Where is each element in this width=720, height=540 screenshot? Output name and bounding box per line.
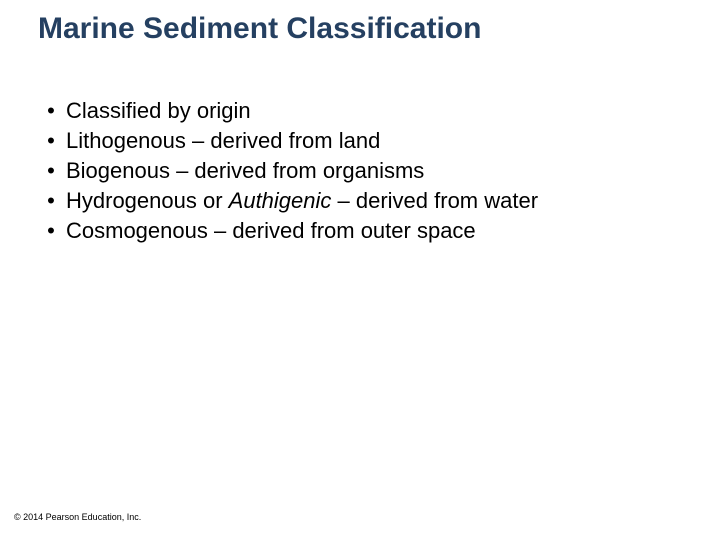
list-item: •Lithogenous – derived from land (36, 126, 538, 156)
bullet-dot: • (36, 186, 66, 216)
list-item: •Classified by origin (36, 96, 538, 126)
page-title: Marine Sediment Classification (38, 12, 481, 46)
slide: Marine Sediment Classification •Classifi… (0, 0, 720, 540)
text-segment: Biogenous – derived from organisms (66, 158, 424, 183)
bullet-dot: • (36, 96, 66, 126)
bullet-text: Biogenous – derived from organisms (66, 156, 424, 186)
bullet-list: •Classified by origin•Lithogenous – deri… (36, 96, 538, 246)
bullet-dot: • (36, 126, 66, 156)
text-segment: Authigenic (229, 188, 332, 213)
bullet-dot: • (36, 216, 66, 246)
text-segment: Classified by origin (66, 98, 251, 123)
list-item: •Hydrogenous or Authigenic – derived fro… (36, 186, 538, 216)
text-segment: Hydrogenous or (66, 188, 229, 213)
list-item: •Cosmogenous – derived from outer space (36, 216, 538, 246)
copyright-footer: © 2014 Pearson Education, Inc. (14, 512, 141, 522)
bullet-text: Hydrogenous or Authigenic – derived from… (66, 186, 538, 216)
text-segment: Lithogenous – derived from land (66, 128, 380, 153)
bullet-dot: • (36, 156, 66, 186)
text-segment: – derived from water (331, 188, 538, 213)
text-segment: Cosmogenous – derived from outer space (66, 218, 476, 243)
bullet-text: Cosmogenous – derived from outer space (66, 216, 476, 246)
bullet-text: Classified by origin (66, 96, 251, 126)
bullet-text: Lithogenous – derived from land (66, 126, 380, 156)
list-item: •Biogenous – derived from organisms (36, 156, 538, 186)
